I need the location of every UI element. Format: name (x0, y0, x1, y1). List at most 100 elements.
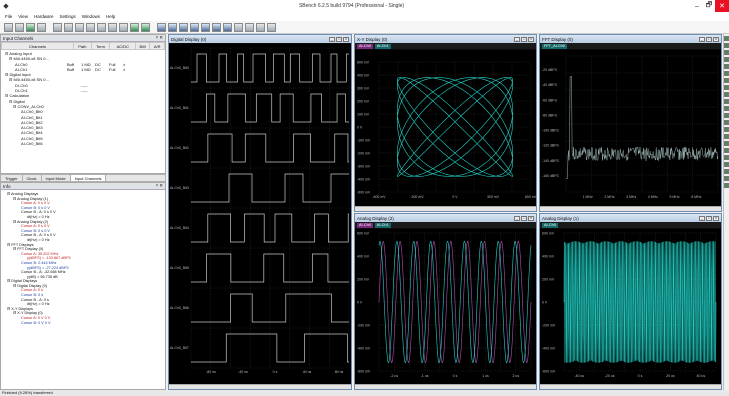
side-tool-icon[interactable] (724, 183, 729, 188)
toolbar-tool-icon[interactable] (212, 22, 221, 32)
side-tool-icon[interactable] (724, 134, 729, 139)
minimize-icon[interactable]: _ (329, 36, 335, 42)
toolbar-tool-icon[interactable] (157, 22, 166, 32)
analog-plot-2[interactable]: 600 mV 400 mV 200 mV 0 V -200 mV -400 mV -600 … (355, 229, 536, 384)
side-tool-icon[interactable] (724, 85, 729, 90)
toolbar-tool-icon[interactable] (4, 22, 13, 32)
toolbar-tool-icon[interactable] (245, 22, 254, 32)
channel-row[interactable]: AI-Ch0_Bit6 (3, 141, 163, 146)
toolbar-tool-icon[interactable] (64, 22, 73, 32)
horizontal-scrollbar[interactable] (540, 384, 721, 389)
restore-icon[interactable]: □ (706, 36, 712, 42)
side-tool-icon[interactable] (724, 120, 729, 125)
channel-row[interactable]: ⊟ Analog Input (3, 51, 163, 56)
menu-settings[interactable]: Settings (59, 14, 76, 19)
channel-row[interactable]: AI-Ch0_Bit5 (3, 136, 163, 141)
side-tool-icon[interactable] (724, 78, 729, 83)
pin-icon[interactable]: ᵖ ✕ (156, 183, 163, 188)
side-tool-icon[interactable] (724, 113, 729, 118)
channel-row[interactable]: ⊟ M4i.4450-x8 SN 0... (3, 77, 163, 82)
close-icon[interactable]: x (528, 36, 534, 42)
side-tool-icon[interactable] (724, 57, 729, 62)
toolbar-tool-icon[interactable] (37, 22, 46, 32)
col-ar[interactable]: A/R (149, 42, 165, 50)
restore-icon[interactable]: □ (521, 36, 527, 42)
channel-row[interactable]: AI-Ch0_Bit2 (3, 120, 163, 125)
channel-row[interactable]: AI-Ch0_Bit3 (3, 125, 163, 130)
toolbar-tool-icon[interactable] (26, 22, 35, 32)
toolbar-tool-icon[interactable] (130, 22, 139, 32)
horizontal-scrollbar[interactable] (355, 206, 536, 211)
side-tool-icon[interactable] (724, 106, 729, 111)
menu-help[interactable]: Help (106, 14, 116, 19)
restore-icon[interactable]: □ (336, 36, 342, 42)
channel-chip[interactable]: FFT_AI-Ch0 (542, 43, 567, 49)
toolbar-tool-icon[interactable] (75, 22, 84, 32)
side-tool-icon[interactable] (724, 141, 729, 146)
horizontal-scrollbar[interactable] (355, 384, 536, 389)
side-tool-icon[interactable] (724, 64, 729, 69)
channel-row[interactable]: AI-Ch1 Buff 1 MΩ DC Full ± (3, 67, 163, 72)
maximize-button[interactable]: 🗗 (705, 1, 713, 9)
channel-chip[interactable]: AI-Ch0 (357, 43, 373, 49)
channel-row[interactable]: ⊟ Digital Input (3, 72, 163, 77)
side-tool-icon[interactable] (724, 92, 729, 97)
col-bw[interactable]: BW (135, 42, 151, 50)
toolbar-tool-icon[interactable] (267, 22, 276, 32)
close-icon[interactable]: x (343, 36, 349, 42)
minimize-button[interactable]: – (695, 2, 699, 10)
menu-windows[interactable]: Windows (81, 14, 100, 19)
xy-plot[interactable]: 600 mV 400 mV 300 mV 200 mV 100 mV 0 V -100 mV… (355, 50, 536, 206)
restore-icon[interactable]: □ (521, 215, 527, 221)
tab-input-mode[interactable]: Input Mode (42, 175, 71, 181)
col-acdc[interactable]: AC/DC (109, 42, 137, 50)
side-tool-icon[interactable] (724, 99, 729, 104)
toolbar-tool-icon[interactable] (256, 22, 265, 32)
channel-row[interactable]: AI-Ch0_Bit4 (3, 130, 163, 135)
minimize-icon[interactable]: _ (514, 36, 520, 42)
digital-plot[interactable]: AI-Ch0_Bit0 AI-Ch0_Bit1 AI-Ch0_Bit2 AI-Ch0_… (169, 44, 351, 384)
side-tool-icon[interactable] (724, 71, 729, 76)
col-path[interactable]: Path (73, 42, 92, 50)
channel-row[interactable]: AI-Ch0 Buff 1 MΩ DC Full ± (3, 62, 163, 67)
toolbar-tool-icon[interactable] (234, 22, 243, 32)
horizontal-scrollbar[interactable] (169, 384, 351, 389)
channel-chip[interactable]: AI-Ch0 (357, 222, 373, 228)
toolbar-tool-icon[interactable] (190, 22, 199, 32)
toolbar-tool-icon[interactable] (201, 22, 210, 32)
analog-plot-1[interactable]: 600 mV 400 mV 200 mV 0 V -200 mV -400 mV -600 … (540, 229, 721, 384)
toolbar-tool-icon[interactable] (15, 22, 24, 32)
channel-row[interactable]: ⊟ Calculation (3, 93, 163, 98)
toolbar-tool-icon[interactable] (86, 22, 95, 32)
side-tool-icon[interactable] (724, 162, 729, 167)
minimize-icon[interactable]: _ (514, 215, 520, 221)
channel-row[interactable]: ⊟ Digital (3, 99, 163, 104)
tab-trigger[interactable]: Trigger (1, 175, 23, 181)
channel-row[interactable]: AI-Ch0_Bit1 (3, 115, 163, 120)
toolbar-tool-icon[interactable] (179, 22, 188, 32)
menu-hardware[interactable]: Hardware (33, 14, 54, 19)
pin-icon[interactable]: ᵖ ✕ (156, 35, 163, 40)
toolbar-tool-icon[interactable] (53, 22, 62, 32)
minimize-icon[interactable]: _ (699, 215, 705, 221)
side-tool-icon[interactable] (724, 176, 729, 181)
side-tool-icon[interactable] (724, 169, 729, 174)
side-tool-icon[interactable] (724, 43, 729, 48)
toolbar-tool-icon[interactable] (108, 22, 117, 32)
channel-row[interactable]: AI-Ch0_Bit0 (3, 109, 163, 114)
tab-input-channels[interactable]: Input Channels (70, 175, 107, 181)
menu-view[interactable]: View (18, 14, 28, 19)
tab-clock[interactable]: Clock (23, 175, 42, 181)
channel-row[interactable]: ⊟ M4i.4450-x8 SN 0... (3, 56, 163, 61)
side-tool-icon[interactable] (724, 155, 729, 160)
channel-row[interactable]: DI-Ch0 ----- (3, 83, 163, 88)
col-channels[interactable]: Channels (1, 42, 74, 50)
close-icon[interactable]: x (713, 36, 719, 42)
channel-row[interactable]: ⊟ CONV_AI-Ch0 (3, 104, 163, 109)
toolbar-tool-icon[interactable] (97, 22, 106, 32)
minimize-icon[interactable]: _ (699, 36, 705, 42)
side-tool-icon[interactable] (724, 127, 729, 132)
close-icon[interactable]: x (528, 215, 534, 221)
toolbar-tool-icon[interactable] (119, 22, 128, 32)
col-term[interactable]: Term (90, 42, 111, 50)
